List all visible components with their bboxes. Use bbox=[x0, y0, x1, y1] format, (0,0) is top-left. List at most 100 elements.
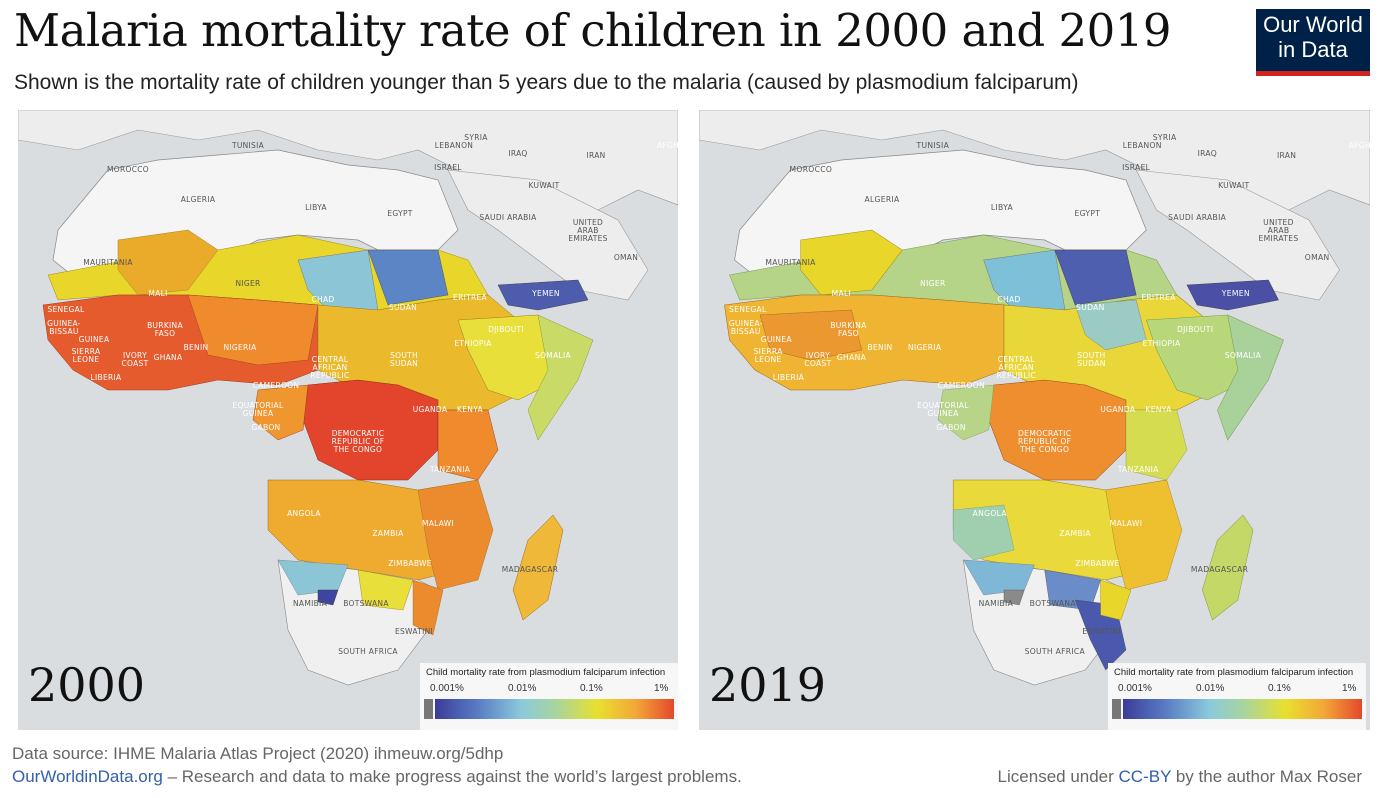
label-afghanistan: AFGH bbox=[1349, 141, 1370, 150]
label-guinea-bissau-2: BISSAU bbox=[731, 327, 761, 336]
label-car-2: AFRICAN bbox=[998, 363, 1033, 372]
year-label-2019: 2019 bbox=[709, 658, 827, 712]
legend-gradient bbox=[435, 699, 674, 719]
legend-tick-2: 0.1% bbox=[1268, 683, 1291, 694]
label-drc-1: DEMOCRATIC bbox=[1018, 429, 1071, 438]
label-gabon: GABON bbox=[252, 423, 281, 432]
label-ivory-coast-1: IVORY bbox=[806, 351, 830, 360]
map-panel-2000: TUNISIA MOROCCO ALGERIA LIBYA EGYPT LEBA… bbox=[18, 110, 678, 730]
legend-tick-3: 1% bbox=[654, 683, 669, 694]
label-lebanon: LEBANON bbox=[1123, 141, 1162, 150]
label-eritrea: ERITREA bbox=[1141, 293, 1176, 302]
year-label-2000: 2000 bbox=[28, 658, 146, 712]
label-south-sudan-2: SUDAN bbox=[390, 359, 418, 368]
legend-tick-2: 0.1% bbox=[580, 683, 603, 694]
label-madagascar: MADAGASCAR bbox=[1191, 565, 1249, 574]
label-ghana: GHANA bbox=[154, 353, 183, 362]
label-botswana: BOTSWANA bbox=[343, 599, 389, 608]
label-yemen: YEMEN bbox=[1221, 289, 1250, 298]
label-iraq: IRAQ bbox=[1198, 149, 1218, 158]
label-morocco: MOROCCO bbox=[790, 165, 833, 174]
label-uae-2: ARAB bbox=[577, 226, 599, 235]
owid-tagline: – Research and data to make progress aga… bbox=[162, 767, 742, 786]
logo-line-1: Our World bbox=[1263, 12, 1363, 37]
label-chad: CHAD bbox=[997, 295, 1020, 304]
label-iraq: IRAQ bbox=[508, 149, 527, 158]
label-saudi-arabia: SAUDI ARABIA bbox=[479, 213, 537, 222]
label-namibia: NAMIBIA bbox=[293, 599, 328, 608]
label-drc-1: DEMOCRATIC bbox=[332, 429, 385, 438]
label-uae-3: EMIRATES bbox=[1259, 234, 1299, 243]
label-sierra-leone-2: LEONE bbox=[73, 355, 100, 364]
label-eritrea: ERITREA bbox=[453, 293, 487, 302]
label-yemen: YEMEN bbox=[531, 289, 560, 298]
label-somalia: SOMALIA bbox=[535, 351, 571, 360]
label-sudan: SUDAN bbox=[389, 303, 417, 312]
page-subtitle: Shown is the mortality rate of children … bbox=[14, 71, 1079, 94]
label-afghanistan: AFGH bbox=[657, 141, 678, 150]
owid-link[interactable]: OurWorldinData.org bbox=[12, 767, 163, 786]
label-guinea: GUINEA bbox=[761, 335, 793, 344]
label-kuwait: KUWAIT bbox=[1218, 181, 1249, 190]
label-drc-3: THE CONGO bbox=[333, 445, 383, 454]
owid-logo[interactable]: Our World in Data bbox=[1256, 9, 1370, 76]
label-zimbabwe: ZIMBABWE bbox=[1075, 559, 1119, 568]
legend-title: Child mortality rate from plasmodium fal… bbox=[426, 667, 666, 678]
legend-tick-1: 0.01% bbox=[1196, 683, 1225, 694]
label-uae-1: UNITED bbox=[573, 218, 603, 227]
africa-map-2000: TUNISIA MOROCCO ALGERIA LIBYA EGYPT LEBA… bbox=[18, 110, 678, 686]
label-uae-3: EMIRATES bbox=[568, 234, 607, 243]
label-nigeria: NIGERIA bbox=[908, 343, 942, 352]
map-panel-2019: TUNISIA MOROCCO ALGERIA LIBYA EGYPT LEBA… bbox=[699, 110, 1370, 730]
label-mauritania: MAURITANIA bbox=[765, 258, 816, 267]
label-sierra-leone-2: LEONE bbox=[755, 355, 782, 364]
africa-map-2019: TUNISIA MOROCCO ALGERIA LIBYA EGYPT LEBA… bbox=[699, 110, 1370, 686]
label-djibouti: DJIBOUTI bbox=[488, 325, 524, 334]
label-israel: ISRAEL bbox=[434, 163, 462, 172]
label-namibia: NAMIBIA bbox=[979, 599, 1014, 608]
label-guinea-bissau-2: BISSAU bbox=[49, 327, 78, 336]
label-tanzania: TANZANIA bbox=[1117, 465, 1159, 474]
label-cameroon: CAMEROON bbox=[938, 381, 985, 390]
label-angola: ANGOLA bbox=[287, 509, 321, 518]
label-drc-2: REPUBLIC OF bbox=[1018, 437, 1071, 446]
color-legend: Child mortality rate from plasmodium fal… bbox=[1108, 663, 1366, 730]
label-senegal: SENEGAL bbox=[47, 305, 85, 314]
label-israel: ISRAEL bbox=[1122, 163, 1151, 172]
label-equatorial-guinea-2: GUINEA bbox=[927, 409, 959, 418]
label-equatorial-guinea-1: EQUATORIAL bbox=[233, 401, 284, 410]
label-uganda: UGANDA bbox=[1100, 405, 1136, 414]
legend-no-data-swatch bbox=[1112, 699, 1121, 719]
label-iran: IRAN bbox=[1277, 151, 1296, 160]
label-burkina-faso-1: BURKINA bbox=[147, 321, 183, 330]
label-zambia: ZAMBIA bbox=[372, 529, 404, 538]
label-libya: LIBYA bbox=[305, 203, 327, 212]
label-south-sudan-2: SUDAN bbox=[1077, 359, 1106, 368]
label-djibouti: DJIBOUTI bbox=[1177, 325, 1213, 334]
legend-ticks: 0.001% 0.01% 0.1% 1% bbox=[424, 683, 674, 697]
legend-title: Child mortality rate from plasmodium fal… bbox=[1114, 667, 1354, 678]
label-zambia: ZAMBIA bbox=[1059, 529, 1091, 538]
label-niger: NIGER bbox=[920, 279, 946, 288]
label-cameroon: CAMEROON bbox=[253, 381, 300, 390]
label-sudan: SUDAN bbox=[1076, 303, 1105, 312]
logo-line-2: in Data bbox=[1278, 37, 1348, 62]
label-south-sudan-1: SOUTH bbox=[1077, 351, 1105, 360]
label-oman: OMAN bbox=[1305, 253, 1330, 262]
label-guinea-bissau-1: GUINEA- bbox=[47, 319, 81, 328]
label-sierra-leone-1: SIERRA bbox=[72, 347, 101, 356]
license-link[interactable]: CC-BY bbox=[1118, 767, 1172, 786]
license-suffix: by the author Max Roser bbox=[1171, 767, 1362, 786]
legend-ticks: 0.001% 0.01% 0.1% 1% bbox=[1112, 683, 1362, 697]
label-ivory-coast-1: IVORY bbox=[123, 351, 147, 360]
legend-tick-0: 0.001% bbox=[1118, 683, 1152, 694]
label-drc-2: REPUBLIC OF bbox=[332, 437, 385, 446]
label-malawi: MALAWI bbox=[422, 519, 454, 528]
label-burkina-faso-2: FASO bbox=[838, 329, 859, 338]
label-mali: MALI bbox=[832, 289, 851, 298]
label-guinea: GUINEA bbox=[79, 335, 110, 344]
label-syria: SYRIA bbox=[464, 133, 488, 142]
label-chad: CHAD bbox=[312, 295, 335, 304]
label-tunisia: TUNISIA bbox=[916, 141, 950, 150]
label-morocco: MOROCCO bbox=[107, 165, 149, 174]
